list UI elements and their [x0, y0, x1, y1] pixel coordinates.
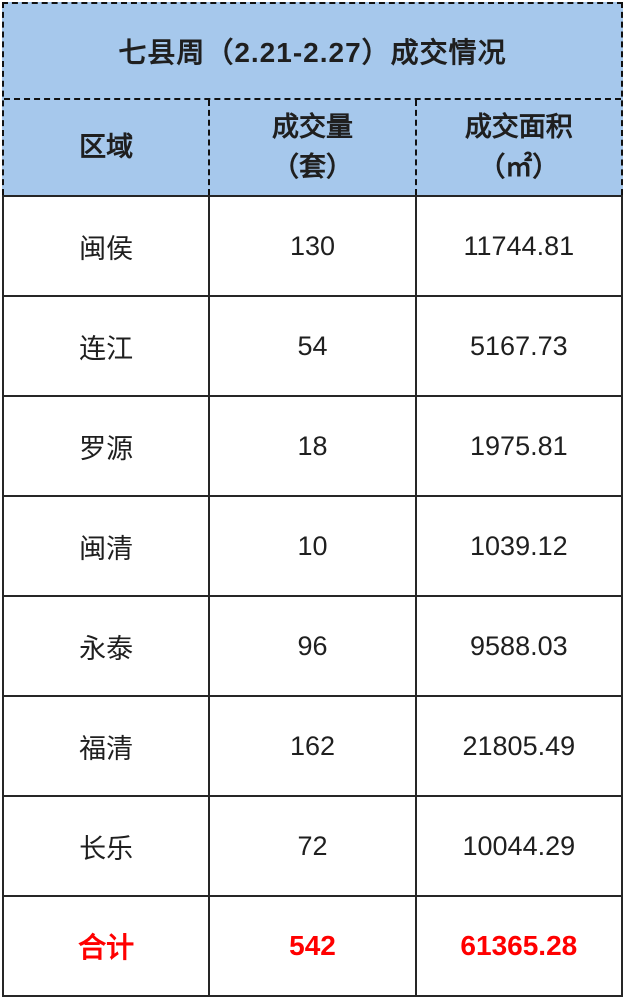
area-cell: 10044.29 — [414, 797, 621, 895]
column-header-region: 区域 — [79, 131, 134, 162]
region-cell: 闽清 — [79, 533, 134, 564]
area-cell: 11744.81 — [414, 197, 621, 295]
region-cell: 连江 — [79, 333, 134, 364]
table-row: 福清 162 21805.49 — [4, 695, 621, 795]
table-title: 七县周（2.21-2.27）成交情况 — [4, 4, 621, 100]
table-row: 长乐 72 10044.29 — [4, 795, 621, 895]
total-area-cell: 61365.28 — [414, 897, 621, 995]
table-row: 连江 54 5167.73 — [4, 295, 621, 395]
table-row: 闽清 10 1039.12 — [4, 495, 621, 595]
total-volume-cell: 542 — [208, 897, 414, 995]
volume-cell: 10 — [208, 497, 414, 595]
table-row: 罗源 18 1975.81 — [4, 395, 621, 495]
volume-cell: 72 — [208, 797, 414, 895]
table-total-row: 合计 542 61365.28 — [4, 895, 621, 995]
volume-cell: 96 — [208, 597, 414, 695]
region-cell: 闽侯 — [79, 233, 134, 264]
volume-cell: 162 — [208, 697, 414, 795]
area-cell: 1975.81 — [414, 397, 621, 495]
column-header-volume: 成交量 （套） — [208, 100, 414, 195]
table-body: 闽侯 130 11744.81 连江 54 5167.73 罗源 18 1975… — [2, 195, 623, 997]
area-cell: 21805.49 — [414, 697, 621, 795]
column-header-area: 成交面积 （㎡） — [414, 100, 621, 195]
volume-cell: 54 — [208, 297, 414, 395]
volume-cell: 130 — [208, 197, 414, 295]
volume-cell: 18 — [208, 397, 414, 495]
total-label-cell: 合计 — [78, 932, 135, 963]
region-cell: 福清 — [79, 733, 134, 764]
table-title-text: 七县周（2.21-2.27）成交情况 — [118, 37, 507, 68]
area-cell: 5167.73 — [414, 297, 621, 395]
region-cell: 长乐 — [79, 833, 134, 864]
region-cell: 永泰 — [79, 633, 134, 664]
table-row: 永泰 96 9588.03 — [4, 595, 621, 695]
area-cell: 9588.03 — [414, 597, 621, 695]
region-cell: 罗源 — [79, 433, 134, 464]
table-row: 闽侯 130 11744.81 — [4, 197, 621, 295]
area-cell: 1039.12 — [414, 497, 621, 595]
column-headers: 区域 成交量 （套） 成交面积 （㎡） — [4, 100, 621, 195]
table-header-block: 七县周（2.21-2.27）成交情况 区域 成交量 （套） 成交面积 （㎡） — [2, 2, 623, 195]
